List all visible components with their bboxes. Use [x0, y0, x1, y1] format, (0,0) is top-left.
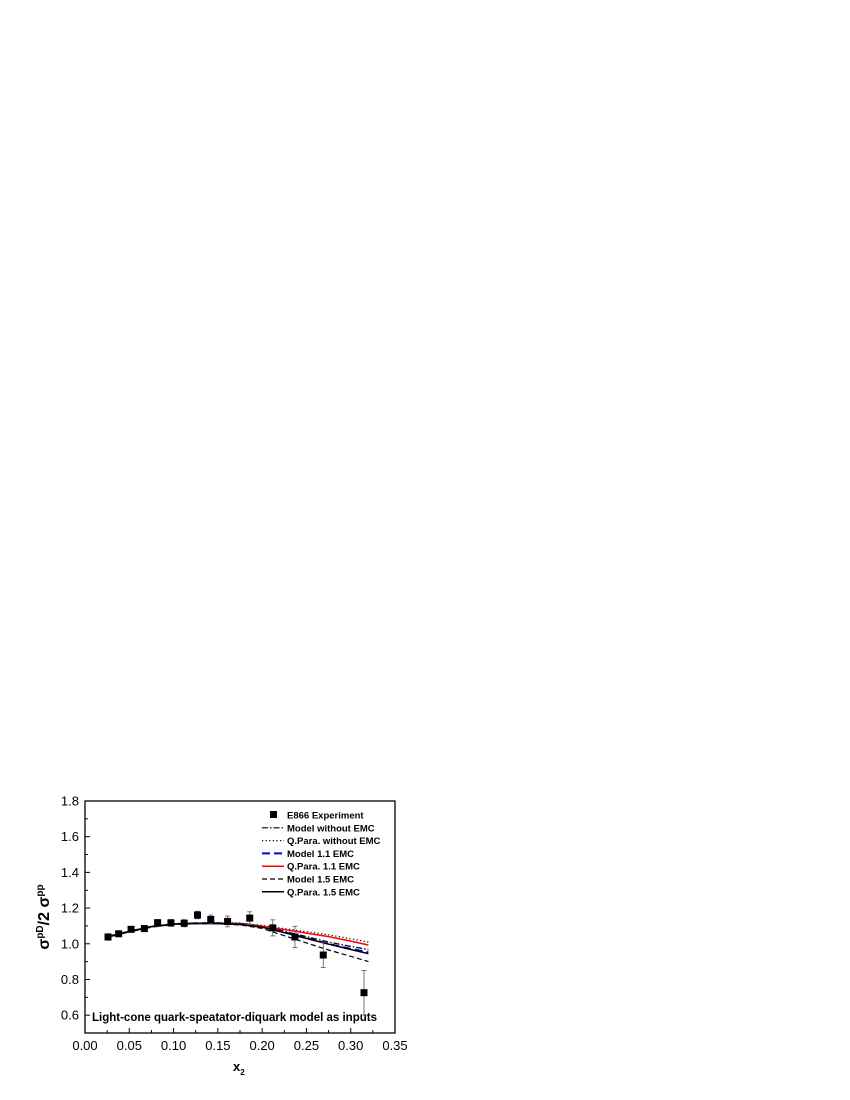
- x-axis-label-sub: 2: [240, 1068, 245, 1077]
- y-tick-label: 1.4: [61, 865, 79, 880]
- y-axis-label-sigma1: σ: [36, 939, 53, 950]
- y-tick-label: 0.8: [61, 972, 79, 987]
- y-tick-label: 1.2: [61, 901, 79, 916]
- x-tick-label: 0.00: [72, 1038, 97, 1053]
- data-point: [140, 925, 148, 933]
- series-line-5: [106, 923, 369, 963]
- data-point: [291, 933, 299, 941]
- x-tick-label: 0.20: [249, 1038, 274, 1053]
- x-tick-label: 0.15: [205, 1038, 230, 1053]
- data-point: [104, 933, 112, 941]
- plot-points: [104, 910, 368, 1016]
- x-axis-label-main: x: [233, 1059, 241, 1074]
- y-axis-label-sup1: pD: [35, 925, 46, 938]
- legend-marker-experiment: [270, 811, 277, 818]
- y-axis-label-mid: /2 σ: [36, 897, 53, 926]
- data-point: [269, 924, 277, 932]
- data-point: [154, 919, 162, 927]
- legend-label-4: Q.Para. 1.1 EMC: [287, 862, 360, 873]
- data-point: [167, 919, 175, 927]
- x-tick-label: 0.35: [382, 1038, 407, 1053]
- data-point: [319, 951, 327, 959]
- x-tick-label: 0.05: [117, 1038, 142, 1053]
- legend-label-5: Model 1.5 EMC: [287, 875, 354, 886]
- chart-annotation: Light-cone quark-speatator-diquark model…: [92, 1012, 377, 1024]
- legend-label-3: Model 1.1 EMC: [287, 849, 354, 860]
- x-axis-ticks: 0.00 0.05 0.10 0.15 0.20 0.25 0.30 0.35: [72, 1028, 408, 1053]
- y-tick-label: 1.0: [61, 936, 79, 951]
- y-axis-ticks: 0.6 0.8 1.0 1.2 1.4 1.6 1.8: [61, 794, 90, 1034]
- x-tick-label: 0.25: [294, 1038, 319, 1053]
- data-point: [193, 911, 201, 919]
- y-axis-label: σpD/2 σpp: [35, 884, 53, 949]
- y-tick-label: 1.8: [61, 794, 79, 809]
- x-tick-label: 0.30: [338, 1038, 363, 1053]
- legend-label-1: Model without EMC: [287, 823, 375, 834]
- data-point: [360, 989, 368, 997]
- legend-label-experiment: E866 Experiment: [287, 811, 364, 822]
- data-point: [127, 925, 135, 933]
- y-axis-label-sup2: pp: [35, 884, 46, 896]
- plot-lines: [106, 922, 369, 963]
- legend-label-6: Q.Para. 1.5 EMC: [287, 887, 360, 898]
- x-axis-label: x2: [233, 1059, 245, 1077]
- data-point: [224, 917, 232, 925]
- data-point: [246, 914, 254, 922]
- series-line-6: [106, 922, 369, 955]
- data-point: [207, 915, 215, 923]
- y-tick-label: 0.6: [61, 1008, 79, 1023]
- y-tick-label: 1.6: [61, 829, 79, 844]
- legend-label-2: Q.Para. without EMC: [287, 836, 381, 847]
- data-point: [180, 919, 188, 927]
- x-tick-label: 0.10: [161, 1038, 186, 1053]
- data-point: [115, 930, 123, 938]
